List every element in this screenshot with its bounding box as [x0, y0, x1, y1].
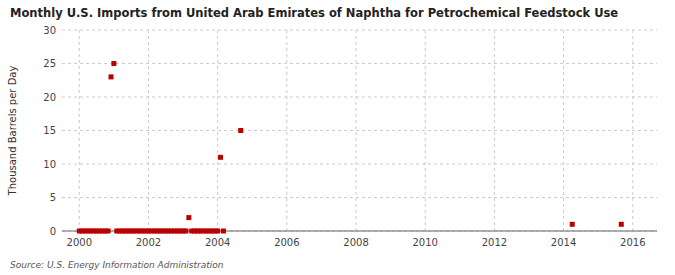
points: [77, 61, 624, 234]
x-tick-label: 2016: [620, 237, 645, 248]
y-grid-line: [62, 130, 657, 131]
y-tick-label: 20: [43, 92, 56, 103]
x-tick-label: 2000: [67, 237, 92, 248]
point: [186, 215, 191, 220]
x-grid-line: [286, 30, 287, 231]
x-grid-line: [356, 30, 357, 231]
title: Monthly U.S. Imports from United Arab Em…: [10, 6, 618, 20]
point: [221, 229, 226, 234]
point: [570, 222, 575, 227]
y-axis-label: Thousand Barrels per Day: [7, 66, 18, 197]
y-grid-line: [62, 197, 657, 198]
point: [619, 222, 624, 227]
point: [183, 229, 188, 234]
y-tick-label: 30: [43, 25, 56, 36]
point: [218, 155, 223, 160]
x-grid-line: [79, 30, 80, 231]
source: Source: U.S. Energy Information Administ…: [10, 260, 224, 270]
point: [238, 128, 243, 133]
x-grid-line: [217, 30, 218, 231]
y-grid-line: [62, 97, 657, 98]
point: [109, 74, 114, 79]
page: {"chart_data": {"type": "scatter", "titl…: [0, 0, 675, 275]
y-grid-line: [62, 30, 657, 31]
x-tick-label: 2006: [274, 237, 299, 248]
point: [106, 229, 111, 234]
x-tick-label: 2004: [205, 237, 230, 248]
x-tick-label: 2012: [482, 237, 507, 248]
point: [215, 229, 220, 234]
grid: [62, 30, 657, 231]
x-grid-line: [563, 30, 564, 231]
x-grid-line: [632, 30, 633, 231]
x-tick-label: 2002: [136, 237, 161, 248]
x-tick-label: 2008: [343, 237, 368, 248]
x-tick-label: 2014: [551, 237, 576, 248]
y-grid-line: [62, 164, 657, 165]
y-tick-label: 0: [50, 226, 56, 237]
axes: 0 5 10 15 20 25 30 2000 2002 2004 2006 2008 2010 2012…: [43, 25, 657, 249]
x-grid-line: [425, 30, 426, 231]
point: [111, 61, 116, 66]
y-tick-label: 25: [43, 58, 56, 69]
chart: Monthly U.S. Imports from United Arab Em…: [0, 0, 675, 275]
x-grid-line: [148, 30, 149, 231]
x-tick-label: 2010: [413, 237, 438, 248]
y-tick-label: 5: [50, 192, 56, 203]
x-grid-line: [494, 30, 495, 231]
y-tick-label: 15: [43, 125, 56, 136]
y-grid-line: [62, 63, 657, 64]
y-tick-label: 10: [43, 159, 56, 170]
